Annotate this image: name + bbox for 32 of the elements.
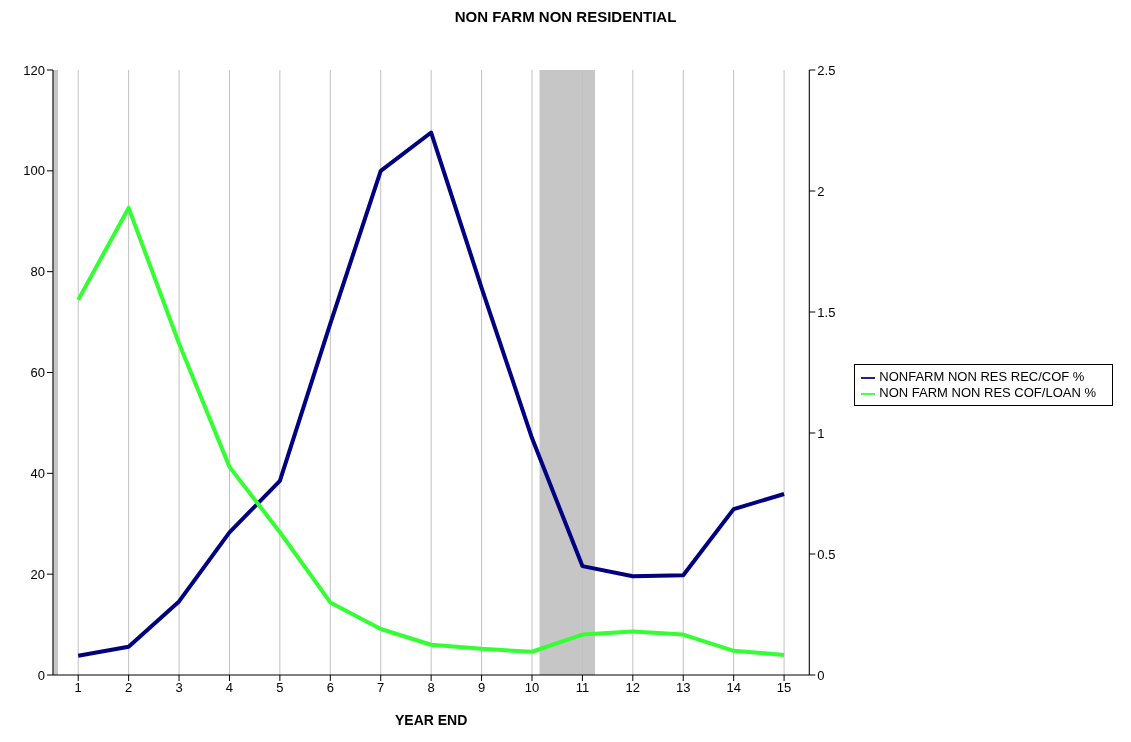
x-tick-label: 6 <box>326 680 334 696</box>
x-tick-label: 10 <box>524 680 540 696</box>
x-tick-label: 4 <box>225 680 234 696</box>
x-tick-label: 7 <box>377 680 385 696</box>
legend-label: NONFARM NON RES REC/COF % <box>879 369 1085 385</box>
y2-tick-label: 2.5 <box>817 62 836 78</box>
x-tick-label: 1 <box>74 680 82 696</box>
x-tick-label: 12 <box>625 680 641 696</box>
x-axis-title: YEAR END <box>394 712 468 728</box>
y-tick-label: 60 <box>30 365 45 381</box>
x-tick-label: 9 <box>477 680 486 696</box>
x-tick-label: 11 <box>575 680 590 696</box>
y2-tick-label: 1 <box>817 425 825 441</box>
x-tick-label: 3 <box>175 680 183 696</box>
y2-tick-label: 1.5 <box>817 304 836 320</box>
x-tick-label: 15 <box>776 680 792 696</box>
y-tick-label: 80 <box>30 264 45 280</box>
y-tick-label: 0 <box>37 667 45 683</box>
x-tick-label: 2 <box>125 680 133 696</box>
y-tick-label: 120 <box>23 62 45 78</box>
y-tick-label: 20 <box>30 566 45 582</box>
legend-label: NON FARM NON RES COF/LOAN % <box>879 385 1096 400</box>
x-tick-label: 5 <box>276 680 284 696</box>
y2-tick-label: 0.5 <box>817 546 836 562</box>
y2-tick-label: 0 <box>817 667 825 683</box>
y-tick-label: 100 <box>23 163 45 179</box>
y-tick-label: 40 <box>30 465 45 481</box>
y2-tick-label: 2 <box>817 183 825 199</box>
chart-title: NON FARM NON RESIDENTIAL <box>453 8 678 25</box>
x-tick-label: 14 <box>726 680 741 696</box>
x-tick-label: 13 <box>676 680 691 696</box>
x-tick-label: 8 <box>427 680 435 696</box>
